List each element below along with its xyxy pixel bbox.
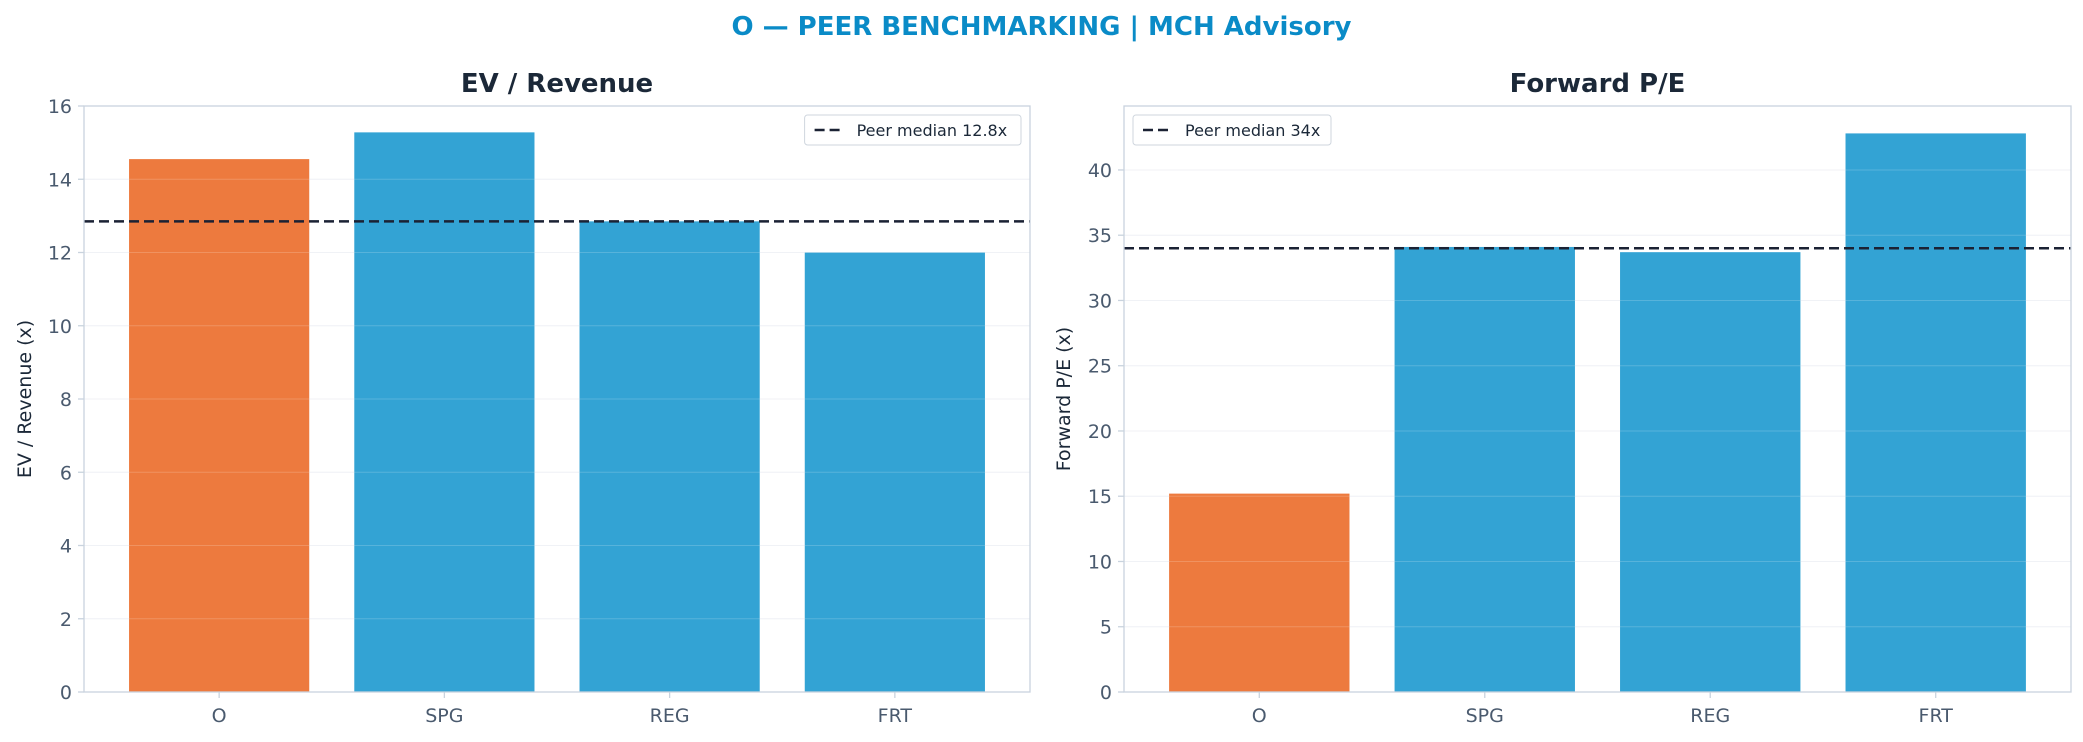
- chart1-y-tick-label: 4: [60, 536, 72, 558]
- chart2-plot-frame: [1123, 105, 2072, 693]
- chart1-y-tick-label: 16: [48, 96, 72, 118]
- chart2-bar-o: [1169, 493, 1350, 692]
- chart2-x-tick-label: SPG: [1466, 705, 1504, 727]
- chart1-bar-spg: [354, 132, 535, 692]
- chart2-y-tick-label: 35: [1088, 225, 1112, 247]
- chart2-legend-box: [1132, 114, 1332, 146]
- chart2-legend-label: Peer median 34x: [1185, 121, 1320, 140]
- chart2-y-tick-label: 20: [1088, 421, 1112, 443]
- chart1-y-tick-label: 6: [60, 462, 72, 484]
- chart1-y-tick-label: 8: [60, 389, 72, 411]
- chart1-y-tick-label: 14: [48, 169, 72, 191]
- chart1-bar-reg: [579, 221, 760, 692]
- chart2-bar-spg: [1394, 246, 1575, 692]
- chart1-y-tick-label: 0: [60, 682, 72, 704]
- chart1-x-tick-label: FRT: [878, 705, 913, 727]
- chart2-y-tick-label: 15: [1088, 486, 1112, 508]
- chart1-y-axis-label: EV / Revenue (x): [14, 320, 36, 478]
- chart1-x-tick-label: SPG: [425, 705, 463, 727]
- chart2-y-tick-label: 10: [1088, 551, 1112, 573]
- chart2-bar-frt: [1845, 133, 2026, 692]
- figure-title: O — PEER BENCHMARKING | MCH Advisory: [731, 12, 1351, 42]
- chart1-y-tick-label: 10: [48, 316, 72, 338]
- chart2-x-tick-label: FRT: [1919, 705, 1954, 727]
- chart2-x-tick-label: O: [1252, 705, 1267, 727]
- chart2-x-tick-label: REG: [1690, 705, 1730, 727]
- chart2-y-tick-label: 5: [1100, 617, 1112, 639]
- chart1-x-tick-label: REG: [650, 705, 690, 727]
- chart1-y-tick-label: 12: [48, 243, 72, 265]
- chart1-x-tick-label: O: [212, 705, 227, 727]
- chart2-y-tick-label: 0: [1100, 682, 1112, 704]
- chart2-bar-reg: [1620, 252, 1801, 693]
- chart2-y-tick-label: 25: [1088, 356, 1112, 378]
- chart1-legend-box: [804, 114, 1022, 146]
- chart1-y-tick-label: 2: [60, 609, 72, 631]
- chart2-y-tick-label: 40: [1088, 160, 1112, 182]
- chart1-bar-frt: [804, 252, 985, 692]
- chart1-bar-o: [129, 159, 310, 692]
- chart1-title: EV / Revenue: [461, 69, 653, 99]
- chart2-y-axis-label: Forward P/E (x): [1053, 327, 1075, 471]
- chart1-legend-label: Peer median 12.8x: [857, 121, 1008, 140]
- chart2-y-tick-label: 30: [1088, 290, 1112, 312]
- chart2-title: Forward P/E: [1510, 69, 1686, 99]
